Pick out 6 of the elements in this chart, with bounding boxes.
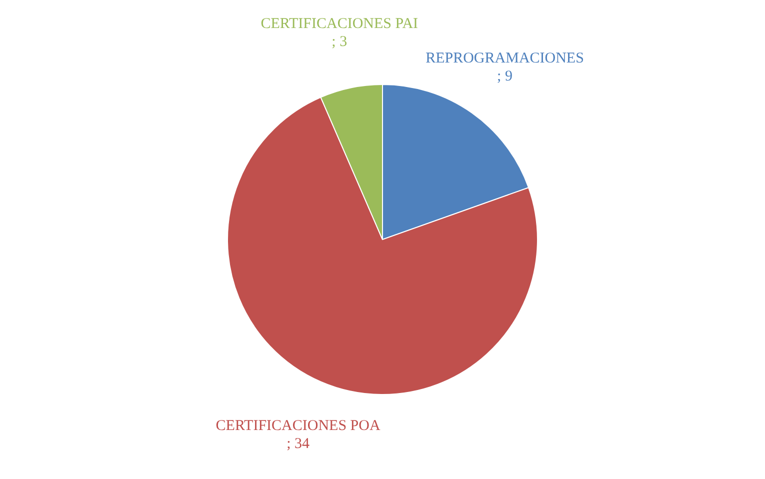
data-label: ; 9 <box>497 68 512 84</box>
slice-label: CERTIFICACIONES POA <box>216 418 380 434</box>
slice-label: REPROGRAMACIONES <box>426 50 584 66</box>
data-label: ; 3 <box>332 34 348 50</box>
slice-label: CERTIFICACIONES PAI <box>260 16 418 32</box>
data-label: ; 34 <box>286 436 310 452</box>
